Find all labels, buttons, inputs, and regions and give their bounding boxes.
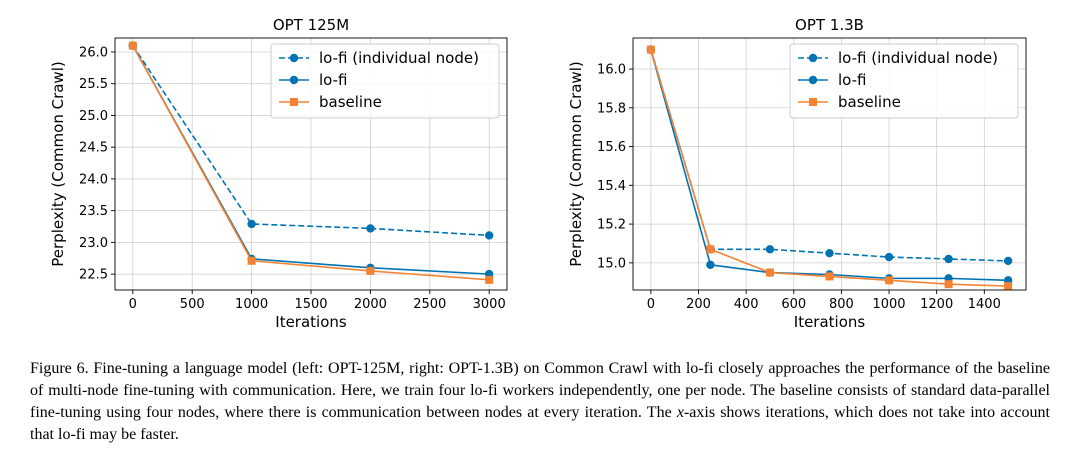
chart1-y-axis-label: Perplexity (Common Crawl) (49, 61, 67, 266)
chart1-series-lo-fi-individual-node-point (366, 224, 375, 233)
chart2-y-tick-label: 15.8 (597, 101, 626, 116)
chart2-legend-baseline-marker (809, 98, 817, 106)
chart1-series-baseline-point (247, 256, 256, 265)
chart1-y-tick-label: 24.0 (79, 172, 108, 187)
chart2: 0 200 400 600 800 1000 1200 1400 15.0 15.2 15.4 15.… (567, 16, 1027, 331)
chart2-legend: lo-fi (individual node) lo-fi baseline (789, 43, 1019, 119)
chart2-x-tick-label: 600 (781, 297, 806, 312)
chart1-x-tick-label: 2000 (354, 297, 387, 312)
chart2-legend-lo-fi-marker (808, 75, 818, 85)
chart2-x-tick-label: 800 (829, 297, 854, 312)
chart1-y-tick-label: 23.0 (79, 236, 108, 251)
chart2-series-lo-fi-individual-node-point (944, 254, 953, 264)
chart2-series-lo-fi-individual-node-point (1003, 256, 1013, 266)
chart2-legend-lo-fi-individual-node-marker (808, 53, 818, 63)
chart2-x-axis-label: Iterations (794, 313, 866, 331)
chart1-x-tick-label: 1500 (294, 297, 327, 312)
chart2-y-tick-label: 16.0 (597, 63, 626, 78)
chart1-series-lo-fi-individual-node-point (484, 231, 494, 240)
chart2-legend-box (789, 43, 1019, 119)
chart2-series-baseline-point (765, 268, 774, 277)
chart1-legend-baseline-label: baseline (319, 93, 382, 111)
chart2-series-lo-fi-individual-node-point (765, 245, 775, 254)
chart2-series-baseline-point (1004, 282, 1013, 291)
figure-caption: Figure 6. Fine-tuning a language model (… (30, 358, 1050, 446)
chart1-series-baseline-point (128, 41, 137, 50)
chart1-series-baseline-point (485, 275, 494, 284)
chart2-x-tick-label: 1000 (872, 297, 905, 312)
chart1-legend-baseline-marker (290, 98, 298, 106)
chart1-series-baseline-point (366, 266, 375, 275)
chart2-series-baseline-point (825, 272, 834, 281)
chart2-x-tick-label: 400 (734, 297, 759, 312)
chart2-y-tick-label: 15.4 (597, 179, 626, 194)
chart1-legend-lo-fi-label: lo-fi (319, 71, 347, 89)
chart2-legend-lo-fi-label: lo-fi (838, 71, 866, 89)
chart1-x-axis-label: Iterations (275, 313, 347, 331)
caption-variable-x: x (676, 404, 684, 421)
caption-text-part1: Figure 6. Fine-tuning a language model (… (30, 360, 1050, 421)
chart1-y-tick-label: 22.5 (79, 268, 108, 283)
chart1-y-tick-label: 25.5 (79, 77, 108, 92)
figure-6: 0 500 1000 1500 2000 2500 3000 22.5 23.0 23.5 24.0… (49, 16, 1027, 331)
chart2-axes-frame (632, 37, 1027, 291)
chart2-legend-baseline-label: baseline (838, 93, 901, 111)
chart2-y-axis-label: Perplexity (Common Crawl) (567, 61, 585, 266)
chart1-x-tick-label: 3000 (473, 297, 506, 312)
chart2-legend-lo-fi-individual-node-label: lo-fi (individual node) (838, 49, 998, 67)
chart1-legend: lo-fi (individual node) lo-fi baseline (270, 43, 500, 119)
chart2-series-baseline-point (646, 45, 655, 54)
chart2-x-tick-label: 1200 (920, 297, 953, 312)
chart2-y-tick-label: 15.6 (597, 140, 626, 155)
chart1-y-tick-label: 26.0 (79, 45, 108, 60)
chart2-y-tick-label: 15.2 (597, 218, 626, 233)
chart1-series-lo-fi-individual-node-line (132, 45, 490, 237)
chart1-series-lo-fi-individual-node-point (247, 219, 256, 229)
chart1-legend-lo-fi-individual-node-marker (289, 53, 299, 63)
chart1-x-tick-label: 0 (129, 297, 137, 312)
chart1: 0 500 1000 1500 2000 2500 3000 22.5 23.0 23.5 24.0… (49, 16, 508, 331)
chart1-legend-lo-fi-marker (289, 75, 299, 85)
chart1-y-tick-label: 25.0 (79, 109, 108, 124)
chart1-legend-box (270, 43, 500, 119)
chart2-y-tick-label: 15.0 (597, 256, 626, 271)
chart2-x-tick-label: 0 (647, 297, 655, 312)
caption-text-part2: -axis shows iterations, which does not t… (30, 404, 1051, 443)
chart1-x-tick-label: 500 (180, 297, 205, 312)
chart2-series-lo-fi-individual-node-point (884, 252, 894, 262)
chart2-series-baseline-point (706, 245, 715, 254)
chart1-title: OPT 125M (273, 16, 349, 34)
chart2-series-baseline-point (944, 280, 953, 289)
chart1-y-tick-label: 23.5 (79, 204, 108, 219)
chart2-series-lo-fi-point (706, 260, 715, 269)
chart2-x-tick-label: 1400 (968, 297, 1001, 312)
chart2-title: OPT 1.3B (795, 16, 864, 34)
chart1-y-tick-label: 24.5 (79, 141, 108, 156)
chart2-series-baseline-point (885, 276, 894, 285)
line-charts: 0 500 1000 1500 2000 2500 300022.523.023.524.0… (49, 16, 1027, 331)
chart2-x-tick-label: 200 (686, 297, 711, 312)
chart1-x-tick-label: 2500 (413, 297, 446, 312)
chart1-series-baseline-line (132, 45, 490, 281)
chart1-legend-lo-fi-individual-node-label: lo-fi (individual node) (319, 49, 479, 67)
chart2-series-lo-fi-individual-node-point (825, 248, 834, 258)
chart1-x-tick-label: 1000 (235, 297, 268, 312)
